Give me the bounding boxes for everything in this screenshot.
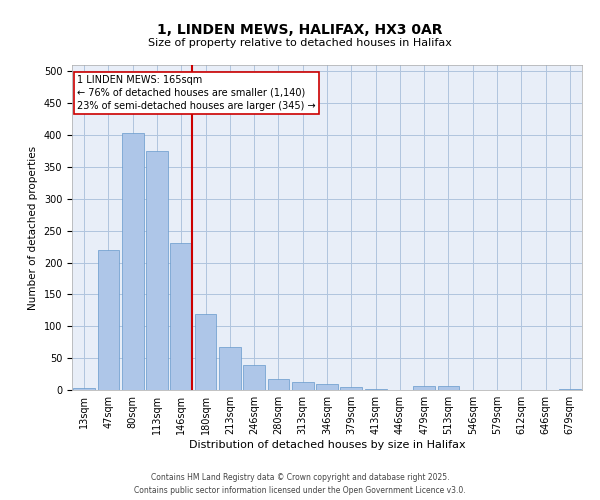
Bar [243,364,265,390]
Bar [170,244,192,390]
X-axis label: Distribution of detached houses by size in Halifax: Distribution of detached houses by size … [188,440,466,450]
Bar [340,387,362,390]
Bar [268,379,289,390]
Text: 1, LINDEN MEWS, HALIFAX, HX3 0AR: 1, LINDEN MEWS, HALIFAX, HX3 0AR [157,22,443,36]
Bar [73,388,95,390]
Bar [316,384,338,390]
Bar [146,151,168,390]
Bar [413,386,435,390]
Text: 1 LINDEN MEWS: 165sqm
← 76% of detached houses are smaller (1,140)
23% of semi-d: 1 LINDEN MEWS: 165sqm ← 76% of detached … [77,74,316,111]
Bar [437,386,460,390]
Bar [559,388,581,390]
Bar [97,250,119,390]
Bar [219,346,241,390]
Bar [122,133,143,390]
Text: Size of property relative to detached houses in Halifax: Size of property relative to detached ho… [148,38,452,48]
Y-axis label: Number of detached properties: Number of detached properties [28,146,38,310]
Bar [194,314,217,390]
Bar [292,382,314,390]
Text: Contains HM Land Registry data © Crown copyright and database right 2025.
Contai: Contains HM Land Registry data © Crown c… [134,474,466,495]
